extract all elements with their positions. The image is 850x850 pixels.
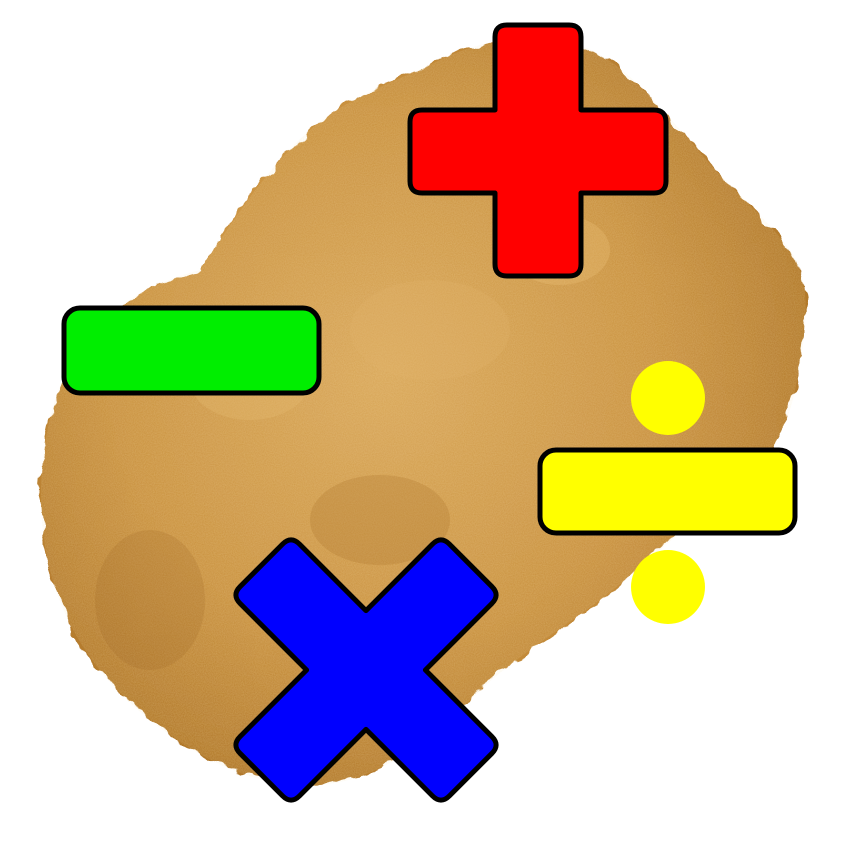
divide-sign [537, 361, 798, 624]
plus-sign [407, 22, 669, 279]
minus-sign [61, 305, 322, 396]
multiply-sign [233, 537, 499, 803]
